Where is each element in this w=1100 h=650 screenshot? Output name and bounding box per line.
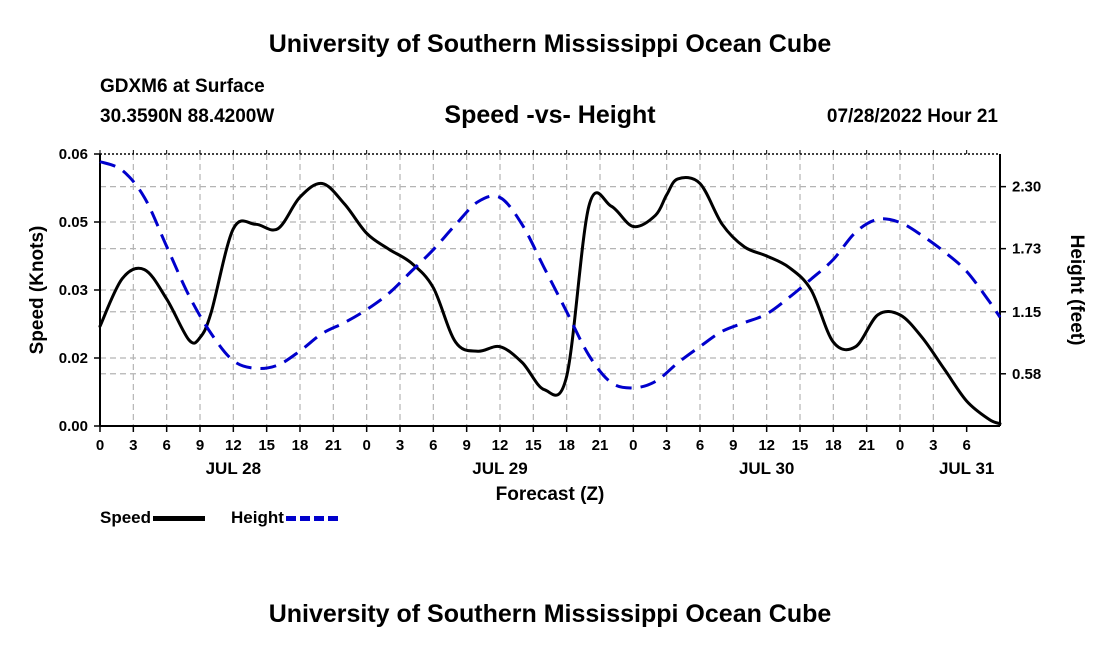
x-tick-label: 21	[325, 437, 342, 454]
x-tick-label: 0	[629, 437, 637, 454]
right-tick-label: 1.15	[1012, 304, 1041, 321]
day-label: JUL 29	[472, 459, 527, 478]
right-tick-label: 0.58	[1012, 366, 1041, 383]
x-tick-label: 18	[825, 437, 842, 454]
x-tick-label: 15	[258, 437, 275, 454]
series-line-height	[99, 160, 1002, 390]
x-tick-label: 18	[292, 437, 309, 454]
x-tick-label: 15	[525, 437, 542, 454]
x-tick-label: 3	[396, 437, 404, 454]
x-tick-label: 21	[858, 437, 875, 454]
x-tick-label: 3	[129, 437, 137, 454]
coordinates-label: 30.3590N 88.4200W	[100, 106, 275, 127]
left-tick-label: 0.06	[59, 146, 88, 163]
y-axis-left-title: Speed (Knots)	[27, 226, 48, 355]
day-label: JUL 30	[739, 459, 794, 478]
x-tick-label: 12	[225, 437, 242, 454]
legend-height-swatch	[285, 515, 338, 521]
x-tick-label: 12	[758, 437, 775, 454]
left-tick-label: 0.02	[59, 350, 88, 367]
series-line-speed	[98, 176, 1002, 426]
legend-speed-swatch	[153, 515, 206, 521]
station-label: GDXM6 at Surface	[100, 76, 265, 97]
right-tick-label: 2.30	[1012, 179, 1041, 196]
legend-speed-label: Speed	[100, 508, 152, 527]
legend-height-label: Height	[231, 508, 284, 527]
x-tick-label: 0	[362, 437, 370, 454]
chart-subtitle: Speed -vs- Height	[444, 101, 656, 129]
x-tick-label: 9	[729, 437, 737, 454]
main-title: University of Southern Mississippi Ocean…	[268, 30, 832, 58]
left-tick-label: 0.03	[59, 282, 88, 299]
footer-title: University of Southern Mississippi Ocean…	[268, 600, 832, 628]
x-tick-label: 15	[792, 437, 809, 454]
legend-height: Height	[231, 508, 338, 528]
right-tick-label: 1.73	[1012, 241, 1041, 258]
day-label: JUL 28	[206, 459, 261, 478]
x-axis-title: Forecast (Z)	[496, 484, 605, 505]
left-tick-label: 0.00	[59, 418, 88, 435]
x-tick-label: 3	[929, 437, 937, 454]
x-tick-label: 6	[429, 437, 437, 454]
x-tick-label: 12	[492, 437, 509, 454]
x-tick-label: 6	[696, 437, 704, 454]
x-tick-label: 0	[96, 437, 104, 454]
x-tick-label: 9	[196, 437, 204, 454]
y-axis-right-title: Height (feet)	[1066, 235, 1087, 346]
x-tick-label: 3	[662, 437, 670, 454]
x-tick-label: 6	[162, 437, 170, 454]
x-tick-label: 9	[462, 437, 470, 454]
forecast-datetime: 07/28/2022 Hour 21	[826, 106, 998, 127]
legend-speed: Speed	[100, 508, 206, 528]
left-tick-label: 0.05	[59, 214, 88, 231]
x-tick-label: 18	[558, 437, 575, 454]
day-label: JUL 31	[939, 459, 994, 478]
x-tick-label: 0	[896, 437, 904, 454]
x-tick-label: 6	[962, 437, 970, 454]
x-tick-label: 21	[592, 437, 609, 454]
